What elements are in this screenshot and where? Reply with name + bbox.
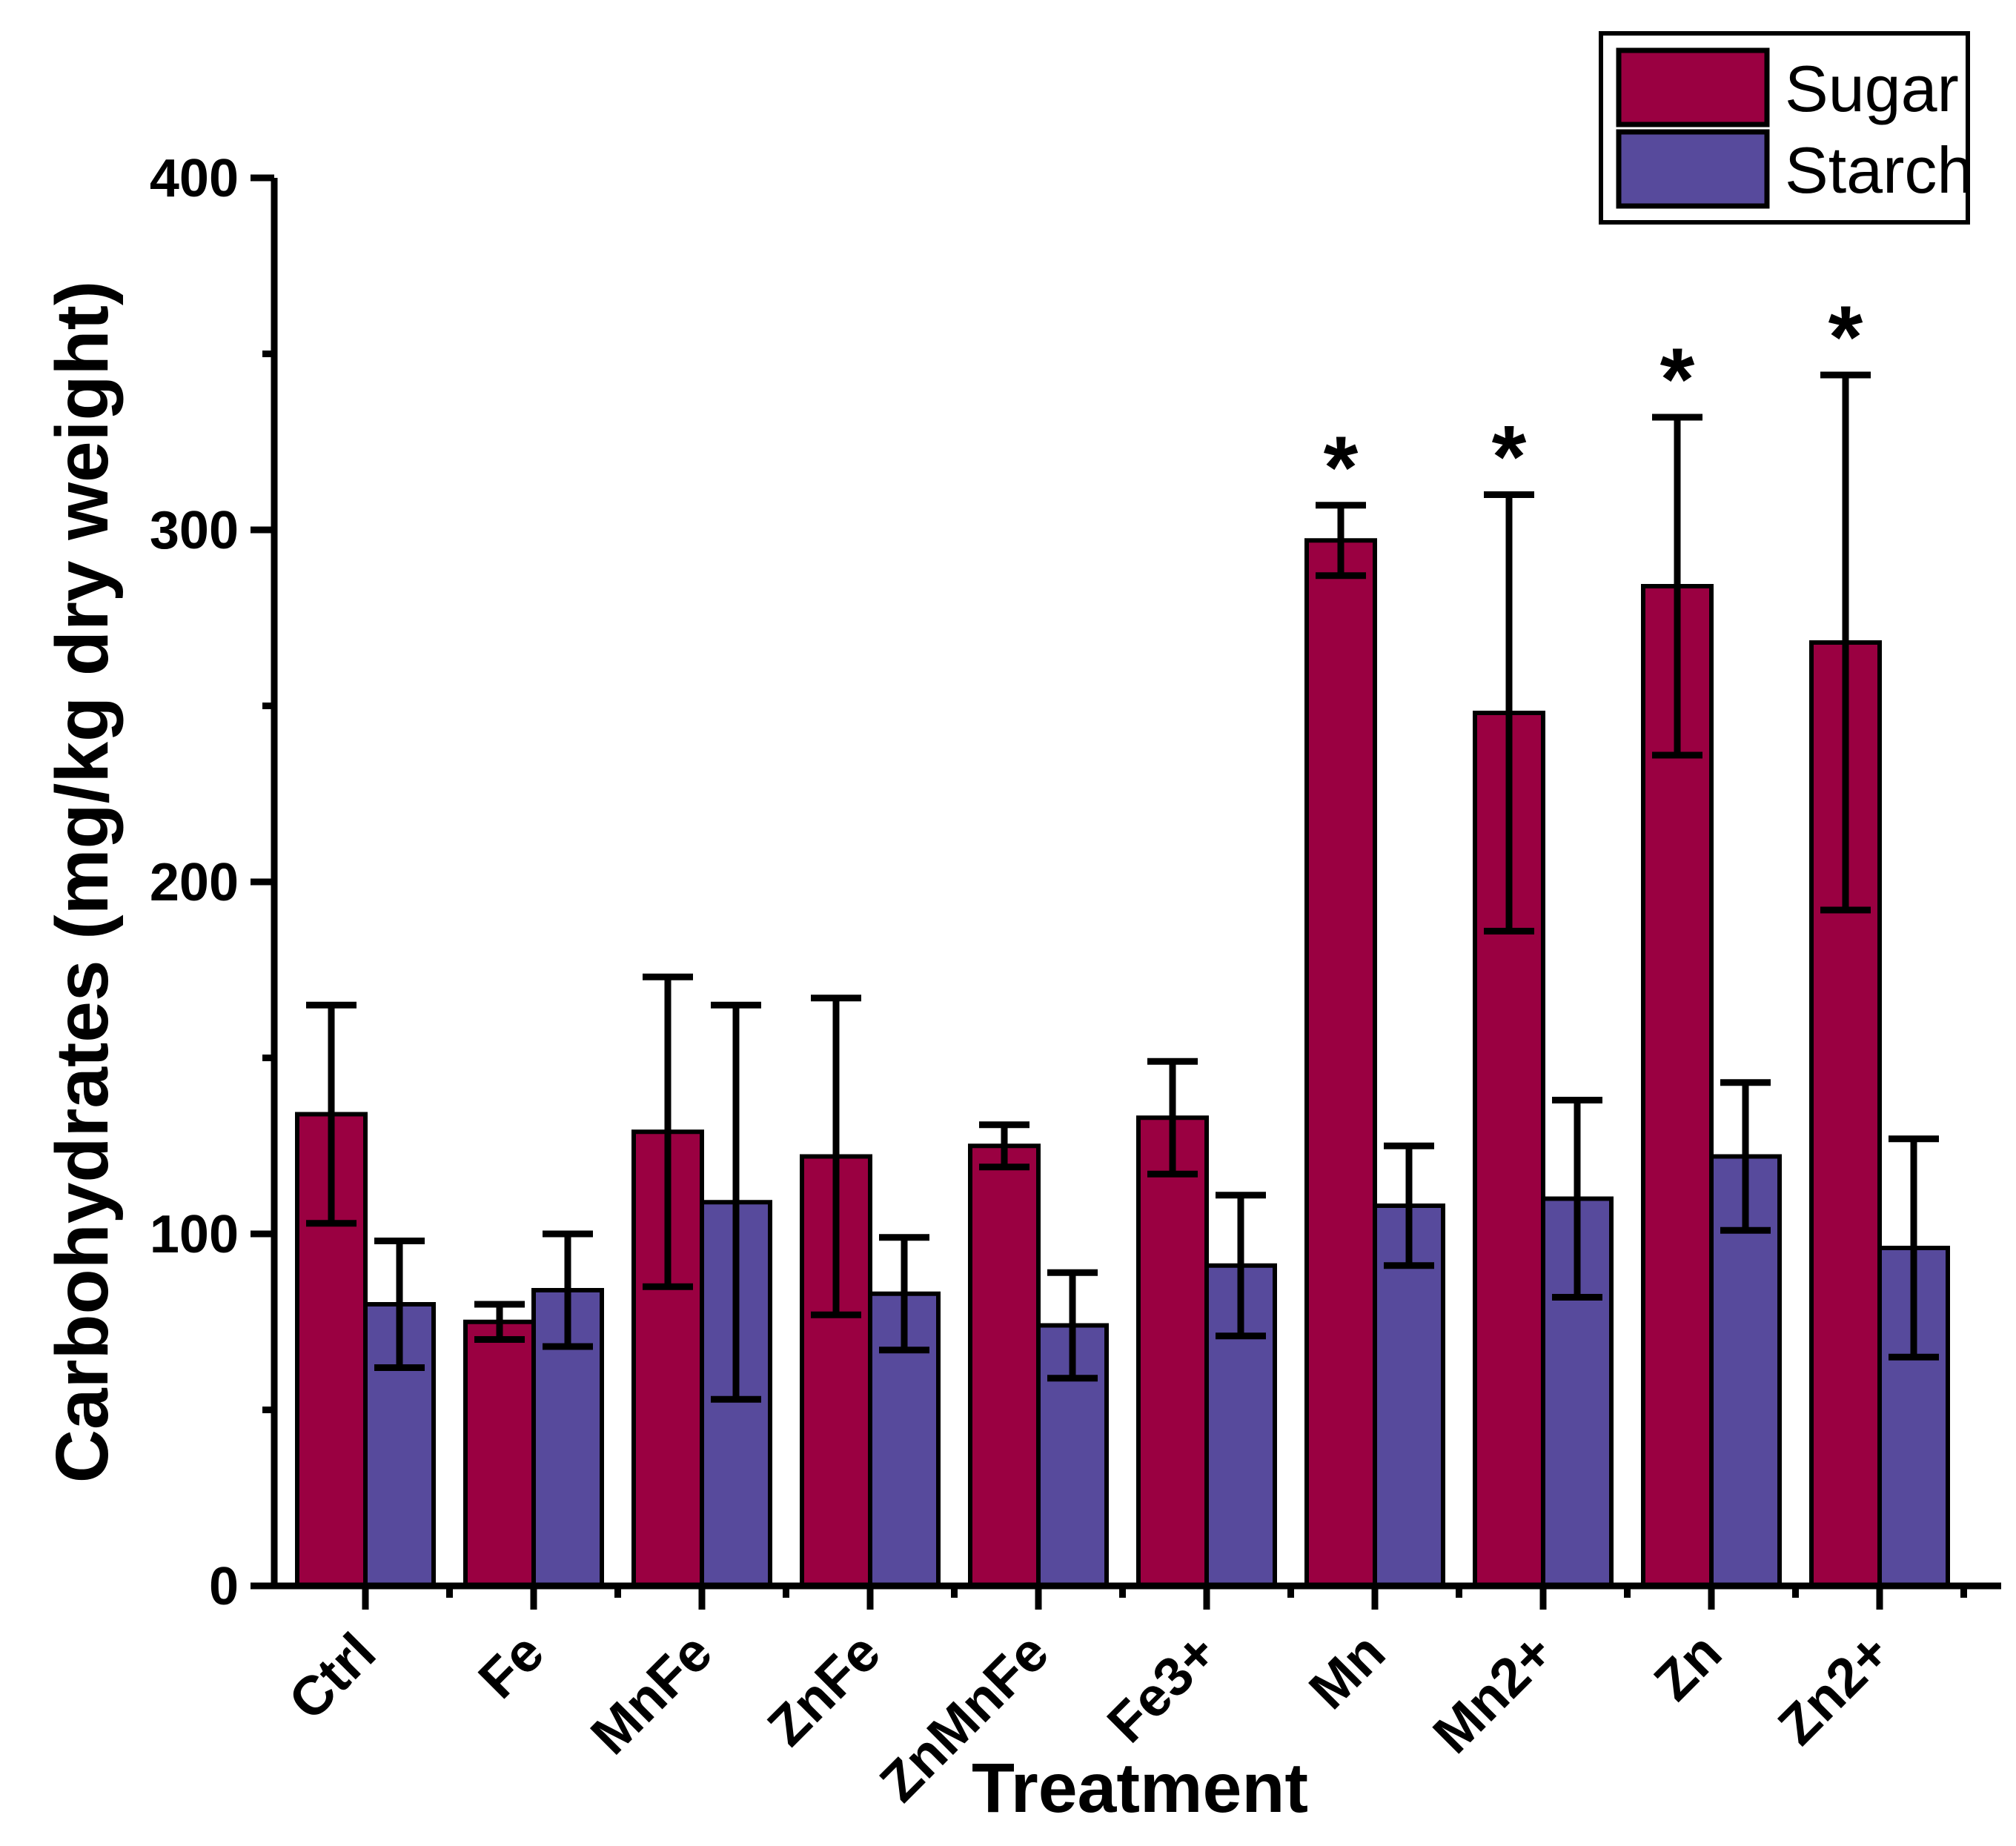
x-tick-label-znfe: ZnFe bbox=[756, 1621, 892, 1758]
x-tick-label-mn: Mn bbox=[1297, 1621, 1396, 1721]
bars-layer bbox=[295, 538, 1950, 1588]
legend-label-sugar: Sugar bbox=[1785, 52, 1959, 125]
errorbar-sugar-zn2 bbox=[1820, 371, 1871, 914]
x-tick-label-mn2: Mn2+ bbox=[1421, 1621, 1565, 1765]
bar-sugar-mn2 bbox=[1473, 711, 1545, 1588]
y-tick-label-400: 400 bbox=[150, 149, 239, 208]
errorbar-starch-znfe bbox=[879, 1234, 929, 1354]
errorbar-starch-ctrl bbox=[374, 1238, 425, 1371]
errorbar-starch-fe bbox=[543, 1230, 593, 1350]
bar-sugar-fe3 bbox=[1136, 1115, 1209, 1588]
errorbar-starch-mnfe bbox=[711, 1001, 761, 1403]
errorbar-starch-mn2 bbox=[1552, 1097, 1602, 1301]
errorbar-sugar-fe3 bbox=[1147, 1058, 1198, 1178]
significance-marker-mn2: * bbox=[1492, 408, 1527, 507]
legend: Sugar Starch bbox=[1599, 31, 1973, 225]
y-tick-label-100: 100 bbox=[150, 1205, 239, 1264]
y-tick-label-200: 200 bbox=[150, 853, 239, 912]
x-tick-label-fe3: Fe3+ bbox=[1095, 1621, 1228, 1754]
x-tick-label-fe: Fe bbox=[467, 1621, 556, 1710]
errorbar-starch-znmnfe bbox=[1047, 1269, 1098, 1382]
legend-label-starch: Starch bbox=[1785, 133, 1973, 207]
x-tick-label-zn2: Zn2+ bbox=[1766, 1621, 1901, 1756]
bar-sugar-fe bbox=[463, 1319, 536, 1588]
errorbar-starch-mn bbox=[1384, 1142, 1434, 1269]
error-bars-layer bbox=[306, 371, 1939, 1403]
significance-layer: * * * * bbox=[1324, 288, 1863, 517]
errorbar-sugar-zn bbox=[1652, 414, 1702, 759]
errorbar-starch-fe3 bbox=[1216, 1192, 1266, 1340]
x-tick-label-zn: Zn bbox=[1642, 1621, 1734, 1713]
y-axis-title: Carbohydrates (mg/kg dry weight) bbox=[41, 281, 124, 1483]
errorbar-sugar-znfe bbox=[811, 995, 861, 1318]
errorbar-sugar-mn2 bbox=[1484, 491, 1534, 934]
x-tick-label-ctrl: Ctrl bbox=[277, 1621, 388, 1732]
legend-swatch-sugar bbox=[1616, 47, 1770, 127]
errorbar-sugar-mn bbox=[1316, 502, 1366, 580]
errorbar-sugar-fe bbox=[474, 1301, 525, 1343]
errorbar-sugar-mnfe bbox=[643, 973, 693, 1290]
significance-marker-zn: * bbox=[1660, 330, 1695, 429]
errorbar-sugar-ctrl bbox=[306, 1001, 357, 1227]
y-tick-label-0: 0 bbox=[209, 1557, 239, 1616]
errorbar-sugar-znmnfe bbox=[979, 1121, 1029, 1171]
y-tick-label-300: 300 bbox=[150, 501, 239, 560]
bar-sugar-mn bbox=[1304, 538, 1377, 1588]
bar-sugar-znmnfe bbox=[968, 1143, 1041, 1588]
x-axis-title: Treatment bbox=[972, 1749, 1308, 1827]
errorbar-starch-zn bbox=[1720, 1079, 1771, 1234]
significance-marker-zn2: * bbox=[1828, 288, 1863, 387]
x-tick-label-mnfe: MnFe bbox=[579, 1621, 723, 1766]
legend-swatch-starch bbox=[1616, 129, 1770, 209]
significance-marker-mn: * bbox=[1324, 418, 1359, 517]
errorbar-starch-zn2 bbox=[1889, 1135, 1939, 1361]
